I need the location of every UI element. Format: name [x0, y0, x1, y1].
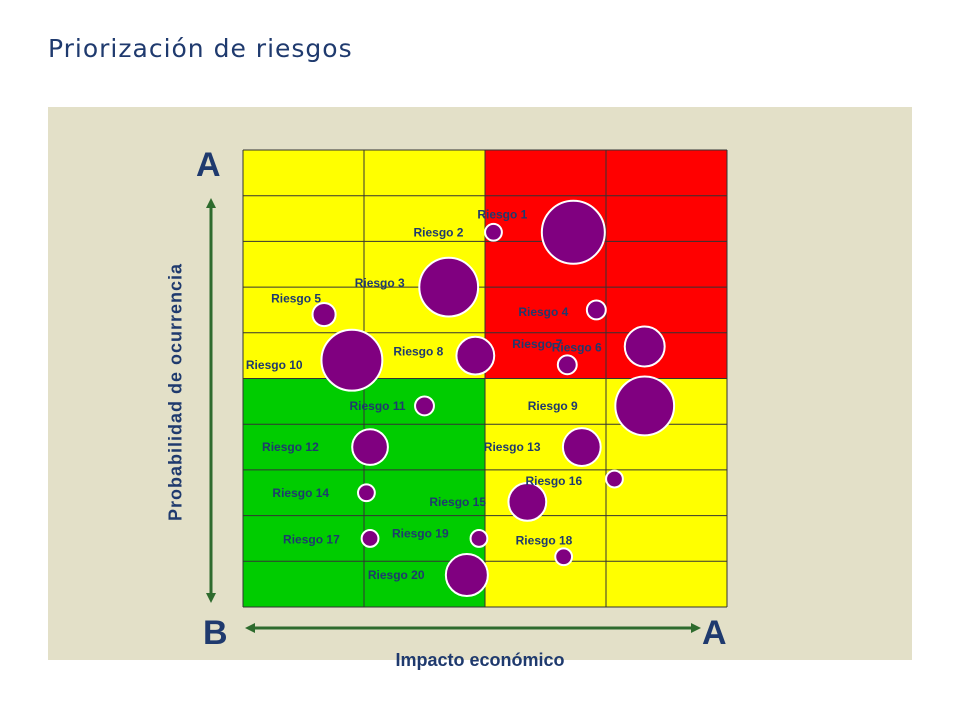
risk-label-17: Riesgo 17 [283, 532, 340, 546]
risk-bubble-6 [623, 325, 666, 368]
risk-label-13: Riesgo 13 [484, 440, 541, 454]
risk-label-16: Riesgo 15 [429, 495, 486, 509]
y-axis-label: Probabilidad de ocurrencia [165, 262, 186, 522]
risk-label-9: Riesgo 10 [246, 358, 303, 372]
x-axis-label: Impacto económico [395, 650, 565, 670]
risk-bubble-17 [360, 529, 380, 548]
risk-bubble-14 [605, 469, 624, 489]
risk-label-18: Riesgo 19 [392, 526, 449, 540]
risk-bubble-3 [418, 256, 480, 318]
risk-bubble-19 [554, 547, 574, 567]
risk-bubble-12 [351, 428, 389, 466]
risk-bubble-16 [507, 481, 548, 522]
risk-label-1: Riesgo 1 [477, 207, 527, 221]
y-axis-high-letter: A [196, 146, 221, 184]
risk-label-3: Riesgo 3 [355, 276, 405, 290]
risk-bubble-20 [444, 553, 489, 598]
risk-bubble-9 [320, 328, 384, 392]
risk-bubble-18 [469, 529, 489, 548]
risk-label-19: Riesgo 18 [516, 534, 573, 548]
risk-label-5: Riesgo 5 [271, 292, 321, 306]
risk-bubble-15 [357, 483, 376, 503]
risk-label-14: Riesgo 16 [525, 474, 582, 488]
risk-label-11: Riesgo 9 [528, 399, 578, 413]
risk-label-8: Riesgo 8 [393, 345, 443, 359]
risk-label-2: Riesgo 2 [413, 225, 463, 239]
risk-bubble-7 [556, 354, 578, 376]
risk-bubble-2 [484, 222, 503, 242]
risk-label-4: Riesgo 4 [518, 305, 568, 319]
y-axis-low-letter: B [203, 614, 228, 652]
risk-bubble-1 [540, 199, 606, 265]
risk-bubble-5 [311, 301, 337, 328]
risk-bubble-4 [585, 299, 607, 321]
risk-label-12: Riesgo 12 [262, 440, 319, 454]
page-title: Priorización de riesgos [48, 34, 353, 63]
risk-label-6: Riesgo 6 [552, 341, 602, 355]
risk-bubble-8 [455, 335, 496, 376]
risk-bubble-11 [614, 375, 676, 437]
risk-bubble-13 [561, 427, 602, 467]
risk-label-7: Riesgo 7 [512, 337, 562, 351]
risk-label-15: Riesgo 14 [272, 486, 329, 500]
risk-label-10: Riesgo 11 [350, 399, 406, 413]
x-axis-high-letter: A [702, 614, 727, 652]
risk-label-20: Riesgo 20 [368, 568, 425, 582]
risk-bubble-10 [414, 395, 435, 417]
